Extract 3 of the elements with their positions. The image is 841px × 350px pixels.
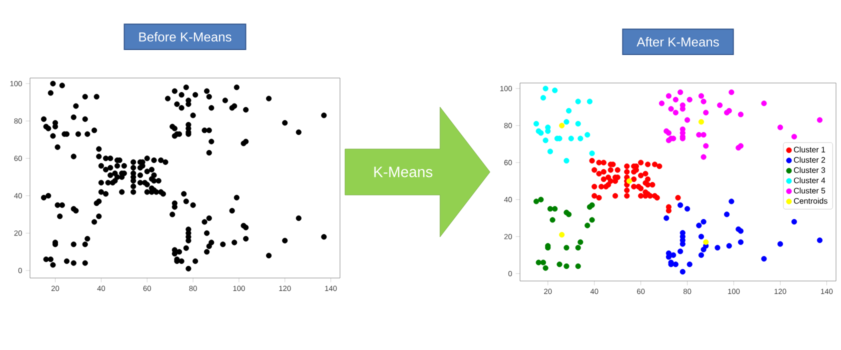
chart-title: Before K-Means <box>139 32 232 42</box>
chart-title: After K-Means <box>636 37 719 47</box>
text: K-Means <box>374 166 432 178</box>
